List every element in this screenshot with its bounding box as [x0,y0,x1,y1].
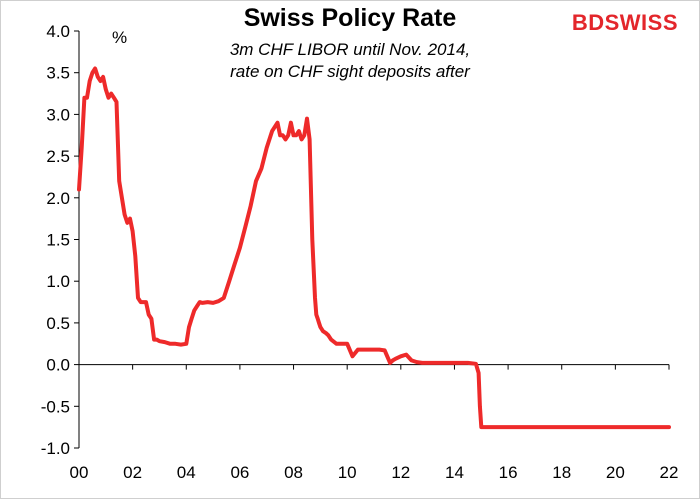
y-tick-label: 4.0 [46,22,70,41]
chart-title: Swiss Policy Rate [243,4,457,32]
y-tick-label: 3.0 [46,105,70,124]
y-tick-label: 0.5 [46,314,70,333]
y-tick-label: 1.0 [46,272,70,291]
y-tick-label: 3.5 [46,64,70,83]
x-tick-label: 20 [606,463,625,482]
y-tick-label: -0.5 [41,397,70,416]
y-tick-label: -1.0 [41,439,70,458]
series-line-swiss-policy-rate [77,66,671,430]
x-tick-label: 08 [284,463,303,482]
x-tick-label: 10 [338,463,357,482]
y-axis-unit-label: % [112,28,127,47]
x-tick-label: 00 [70,463,89,482]
plot-area [77,66,671,430]
y-tick-label: 2.0 [46,189,70,208]
y-axis: -1.0 -0.5 0.0 0.5 1.0 1.5 2.0 2.5 3.0 3.5 4.0 [41,22,80,458]
x-tick-label: 02 [123,463,142,482]
x-axis: 00 02 04 06 08 10 12 14 16 18 20 22 [70,364,679,482]
logo-part-swiss: SWISS [604,10,678,35]
chart-subtitle-line1: 3m CHF LIBOR until Nov. 2014, [229,40,471,59]
chart-subtitle-line2: rate on CHF sight deposits after [230,62,470,81]
x-tick-label: 22 [660,463,679,482]
x-tick-label: 12 [391,463,410,482]
logo-part-bd: BD [571,10,605,35]
x-tick-label: 14 [445,463,464,482]
y-tick-label: 0.0 [46,356,70,375]
x-tick-label: 18 [552,463,571,482]
y-tick-label: 2.5 [46,147,70,166]
x-tick-label: 06 [230,463,249,482]
bdswiss-logo: BDSWISS [572,10,678,36]
x-tick-label: 04 [177,463,196,482]
x-tick-label: 16 [499,463,518,482]
y-tick-label: 1.5 [46,231,70,250]
